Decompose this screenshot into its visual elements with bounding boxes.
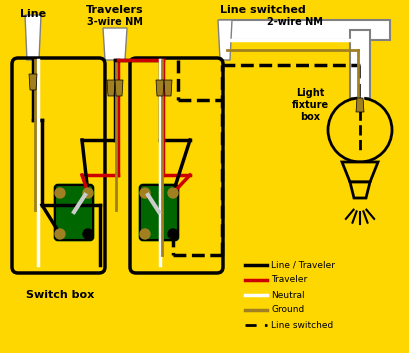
Circle shape (55, 188, 65, 198)
Text: Line switched: Line switched (220, 5, 306, 15)
Polygon shape (350, 182, 370, 198)
Circle shape (168, 188, 178, 198)
Text: 3-wire NM: 3-wire NM (87, 17, 143, 27)
Circle shape (83, 188, 93, 198)
Polygon shape (164, 80, 172, 96)
Circle shape (83, 229, 93, 239)
Text: Line switched: Line switched (271, 321, 333, 329)
Circle shape (168, 229, 178, 239)
Polygon shape (107, 80, 115, 96)
Circle shape (140, 188, 150, 198)
Polygon shape (220, 20, 390, 40)
Polygon shape (115, 80, 123, 96)
Text: Travelers: Travelers (86, 5, 144, 15)
Text: 2-wire NM: 2-wire NM (267, 17, 323, 27)
Polygon shape (350, 30, 370, 98)
Circle shape (55, 229, 65, 239)
Text: Light
fixture
box: Light fixture box (292, 88, 328, 121)
Polygon shape (342, 162, 378, 182)
Circle shape (140, 229, 150, 239)
Polygon shape (25, 15, 41, 60)
Text: Traveler: Traveler (271, 275, 307, 285)
Text: Neutral: Neutral (271, 291, 305, 299)
Polygon shape (29, 74, 37, 90)
Polygon shape (218, 20, 232, 60)
Polygon shape (103, 28, 127, 60)
Polygon shape (356, 98, 364, 112)
Text: Line: Line (20, 9, 46, 19)
Text: Ground: Ground (271, 305, 304, 315)
FancyBboxPatch shape (140, 185, 178, 240)
Circle shape (328, 98, 392, 162)
Polygon shape (156, 80, 164, 96)
Text: Switch box: Switch box (26, 290, 94, 300)
FancyBboxPatch shape (55, 185, 93, 240)
Text: Line / Traveler: Line / Traveler (271, 261, 335, 269)
